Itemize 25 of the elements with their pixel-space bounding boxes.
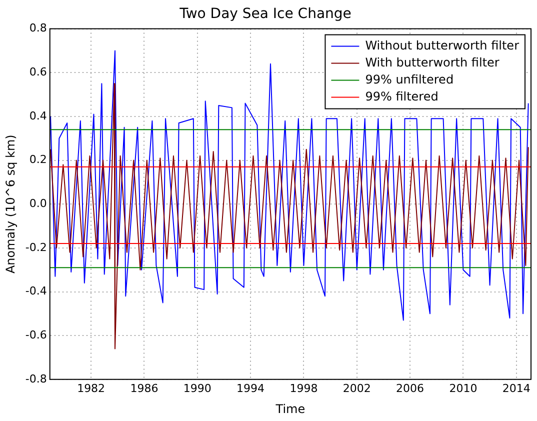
x-tick-label: 1986 [130, 382, 158, 395]
legend-label: 99% unfiltered [365, 72, 454, 86]
legend-label: Without butterworth filter [365, 38, 520, 52]
x-tick-label: 1982 [77, 382, 106, 395]
y-tick-label: -0.4 [25, 284, 47, 298]
x-tick-label: 1998 [290, 382, 318, 395]
y-tick-label: -0.8 [25, 372, 47, 386]
x-tick-label: 2010 [449, 382, 478, 395]
x-axis-title: Time [274, 402, 306, 416]
x-tick-label: 2002 [342, 382, 371, 395]
x-tick-label: 2014 [502, 382, 530, 395]
y-tick-label: 0.8 [29, 22, 47, 35]
x-tick-label: 2006 [396, 382, 424, 395]
y-axis-title: Anomaly (10^6 sq km) [3, 134, 18, 274]
y-tick-label: 0.2 [29, 153, 47, 166]
x-tick-label: 1994 [236, 382, 265, 395]
y-tick-label: 0.4 [29, 109, 47, 122]
x-tick-label: 1990 [183, 382, 212, 395]
y-tick-label: 0.0 [29, 196, 47, 210]
legend-label: With butterworth filter [365, 55, 500, 70]
y-tick-label: 0.6 [29, 65, 47, 78]
legend-label: 99% filtered [365, 89, 438, 104]
chart-title: Two Day Sea Ice Change [178, 6, 352, 22]
y-tick-label: -0.6 [25, 328, 47, 342]
y-tick-label: -0.2 [25, 240, 47, 254]
